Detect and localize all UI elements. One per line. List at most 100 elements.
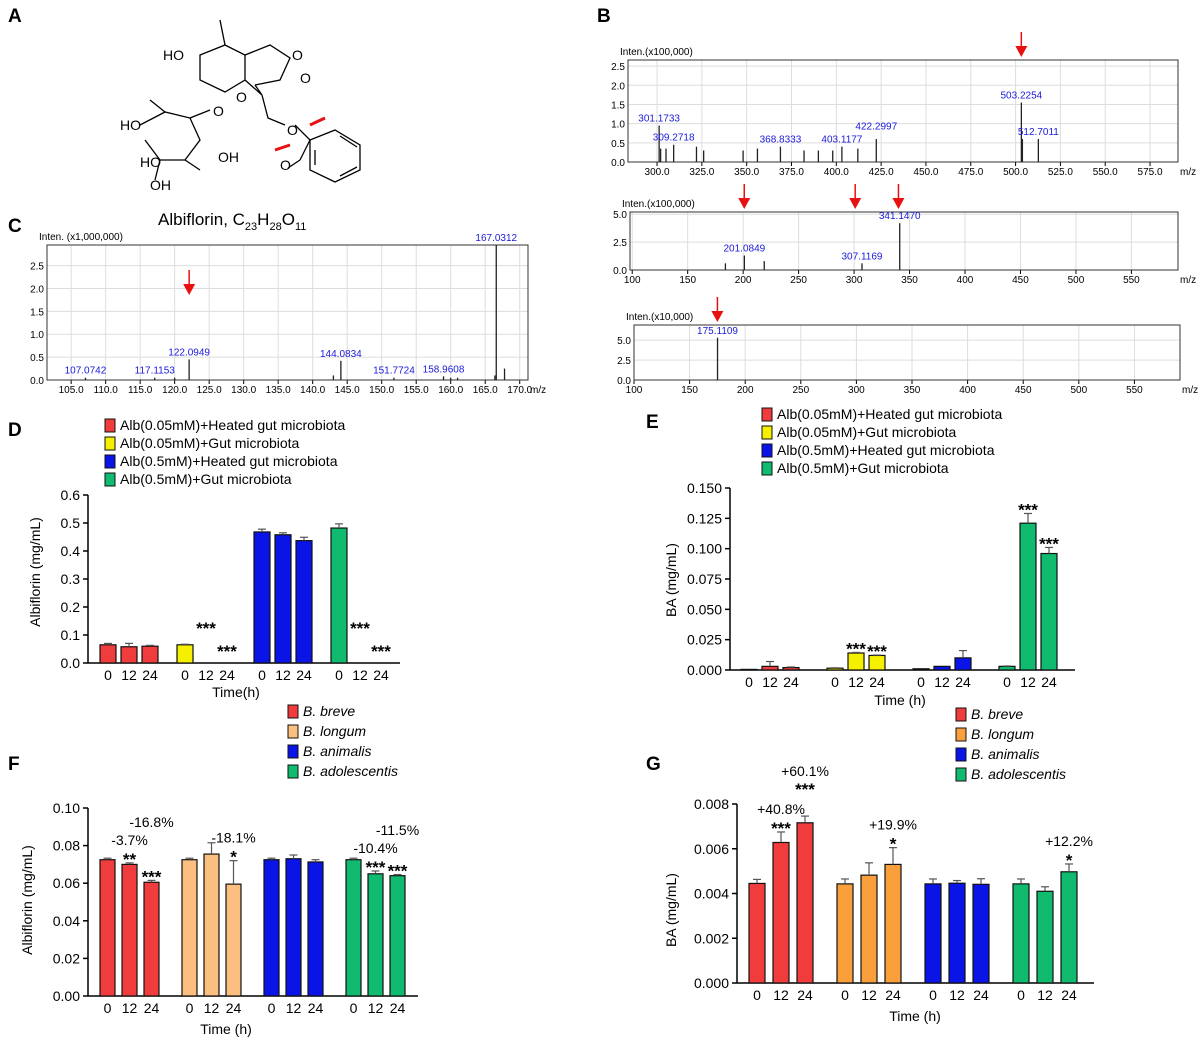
x-tick-label: 0 — [186, 1000, 194, 1016]
legend-swatch — [104, 454, 116, 469]
y-tick-label: 0.075 — [687, 571, 722, 587]
legend-label: Alb(0.05mM)+Gut microbiota — [120, 435, 300, 451]
panel-letter-E: E — [646, 412, 659, 433]
x-axis-label: Time (h) — [874, 692, 926, 708]
y-tick-label: 0.0 — [61, 655, 81, 671]
x-tick-label: 0 — [1017, 987, 1025, 1003]
legend-swatch — [955, 707, 967, 722]
bar — [253, 531, 271, 664]
panel-letter-G: G — [646, 754, 661, 775]
x-axis-label: m/z — [1182, 385, 1198, 396]
bar — [225, 883, 242, 997]
significance-stars: ** — [123, 850, 137, 869]
legend-label: Alb(0.5mM)+Heated gut microbiota — [777, 442, 995, 458]
x-tick-label: 12 — [352, 667, 368, 683]
plot-frame — [629, 211, 1179, 271]
x-tick-label: 450 — [1015, 385, 1032, 396]
legend-label: B. animalis — [303, 743, 371, 759]
red-arrow-icon — [892, 184, 905, 209]
bar — [1036, 890, 1054, 984]
legend-swatch — [761, 425, 773, 440]
y-tick-label: 0.125 — [687, 510, 722, 526]
bar — [99, 644, 117, 664]
red-arrow-icon — [1015, 32, 1028, 57]
y-tick-label: 0.4 — [61, 543, 81, 559]
spectrum-B3: 100 150 200 250 300 350 400 450 500 550 0.0 2.5 5.0 I… — [617, 297, 1198, 396]
x-tick-label: 0 — [1003, 674, 1011, 690]
x-tick-label: 500 — [1070, 385, 1087, 396]
bar — [203, 853, 220, 997]
x-tick-label: 350 — [904, 385, 921, 396]
peak-label: 512.7011 — [1018, 127, 1059, 138]
panel-letter-C: C — [8, 216, 22, 237]
x-tick-label: 575.0 — [1138, 167, 1163, 178]
x-tick-label: 0 — [181, 667, 189, 683]
x-tick-label: 12 — [934, 674, 950, 690]
significance-stars: *** — [846, 639, 866, 658]
x-tick-label: 12 — [848, 674, 864, 690]
red-arrow-icon — [738, 184, 751, 209]
atom-label: HO — [120, 117, 141, 133]
y-axis-label: Albiflorin (mg/mL) — [27, 517, 43, 627]
x-tick-label: 165.0 — [473, 385, 498, 396]
peak-label: 107.0742 — [65, 366, 107, 377]
percent-change-label: -10.4% — [353, 840, 397, 856]
legend-label: Alb(0.05mM)+Heated gut microbiota — [120, 417, 345, 433]
bar — [263, 859, 280, 997]
x-tick-label: 0 — [335, 667, 343, 683]
spectrum-C: 105.0 110.0 115.0 120.0 125.0 130.0 135.0 140.0… — [30, 232, 546, 396]
atom-label: OH — [218, 149, 239, 165]
x-tick-label: 100 — [626, 385, 643, 396]
panel-letter-B: B — [597, 6, 611, 27]
x-tick-label: 100 — [624, 275, 641, 286]
x-tick-label: 12 — [198, 667, 214, 683]
x-tick-label: 115.0 — [128, 385, 153, 396]
bar — [295, 540, 313, 664]
peak-label: 158.9608 — [423, 364, 465, 375]
y-tick-label: 2.5 — [613, 238, 627, 249]
y-tick-label: 2.5 — [611, 62, 625, 73]
bar — [924, 883, 942, 984]
legend-label: Alb(0.05mM)+Gut microbiota — [777, 424, 957, 440]
x-tick-label: 250 — [792, 385, 809, 396]
x-tick-label: 0 — [268, 1000, 276, 1016]
x-tick-label: 140.0 — [300, 385, 325, 396]
y-tick-label: 0.04 — [53, 913, 80, 929]
bar — [99, 859, 116, 997]
significance-stars: * — [1066, 851, 1073, 870]
peak-label: 307.1169 — [841, 251, 882, 262]
significance-stars: *** — [771, 819, 791, 838]
y-tick-label: 0.0 — [30, 376, 44, 387]
peak-label: 144.0834 — [320, 349, 362, 360]
y-tick-label: 0.000 — [694, 975, 729, 991]
y-tick-label: 2.0 — [30, 284, 44, 295]
x-tick-label: 475.0 — [958, 167, 983, 178]
y-tick-label: 0.1 — [61, 627, 81, 643]
legend-label: B. breve — [303, 703, 355, 719]
peak-label: 422.2997 — [855, 122, 897, 133]
percent-change-label: +40.8% — [757, 801, 805, 817]
legend-label: B. adolescentis — [303, 763, 398, 779]
y-tick-label: 2.5 — [617, 356, 631, 367]
x-tick-label: 24 — [1061, 987, 1077, 1003]
x-tick-label: 12 — [773, 987, 789, 1003]
bar — [826, 667, 844, 671]
y-tick-label: 0.6 — [61, 487, 81, 503]
legend-swatch — [955, 767, 967, 782]
legend-swatch — [104, 472, 116, 487]
legend-swatch — [287, 724, 299, 739]
y-tick-label: 0.006 — [694, 841, 729, 857]
y-tick-label: 0.00 — [53, 988, 80, 1004]
significance-stars: *** — [1039, 534, 1059, 553]
peak-label: 503.2254 — [1001, 91, 1043, 102]
bar — [345, 859, 362, 997]
y-axis-label: BA (mg/mL) — [663, 543, 679, 617]
legend-label: Alb(0.5mM)+Gut microbiota — [777, 460, 949, 476]
x-tick-label: 12 — [1020, 674, 1036, 690]
peak-label: 201.0849 — [723, 244, 765, 255]
bar — [782, 666, 800, 671]
x-tick-label: 425.0 — [869, 167, 894, 178]
bar — [740, 668, 758, 671]
legend-label: B. breve — [971, 706, 1023, 722]
bar — [389, 875, 406, 997]
